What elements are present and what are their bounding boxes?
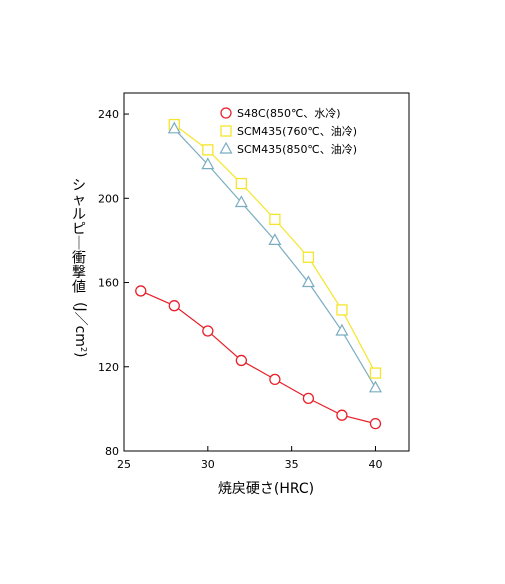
y-tick-label: 80 [105, 445, 119, 458]
x-tick-label: 25 [117, 458, 131, 471]
data-point-series-0 [235, 354, 248, 367]
data-point-series-0 [202, 325, 214, 337]
y-tick-label: 240 [98, 108, 119, 121]
svg-text:(J／cm2): (J／cm2) [72, 302, 88, 358]
data-point-series-2 [167, 121, 181, 134]
legend-marker-0 [220, 107, 232, 119]
x-tick-label: 40 [368, 458, 382, 471]
legend-marker-1 [220, 125, 232, 137]
data-point-series-1 [336, 304, 348, 316]
data-point-series-2 [368, 380, 382, 393]
data-point-series-0 [369, 417, 382, 430]
legend-marker-2 [219, 141, 233, 154]
data-point-series-1 [202, 144, 214, 156]
data-point-series-1 [369, 367, 382, 379]
x-tick-label: 35 [285, 458, 299, 471]
plot-frame [123, 92, 410, 452]
data-point-series-0 [336, 409, 348, 421]
x-tick-label: 30 [201, 458, 215, 471]
data-point-series-2 [335, 323, 349, 336]
data-point-series-0 [168, 300, 180, 312]
data-point-series-2 [234, 195, 248, 208]
data-point-series-1 [235, 177, 248, 190]
data-point-series-2 [201, 157, 215, 170]
data-point-series-1 [302, 251, 315, 263]
y-axis-title: シャルピ｜衝撃値 (J／cm2) [72, 178, 88, 358]
y-tick-label: 120 [98, 361, 119, 374]
data-point-series-1 [269, 213, 281, 226]
y-tick-label: 160 [98, 277, 119, 290]
data-point-series-2 [301, 275, 315, 288]
x-axis-title: 焼戻硬さ(HRC) [218, 481, 314, 497]
data-point-series-2 [268, 233, 282, 246]
data-point-series-0 [135, 285, 147, 297]
y-axis-unit: (J／cm2) [72, 302, 88, 358]
data-point-series-0 [269, 373, 281, 386]
legend-label-1: SCM435(760℃、油冷) [237, 124, 357, 138]
y-axis-title-main: シャルピ｜衝撃値 [72, 178, 86, 296]
y-tick-label: 200 [98, 192, 119, 205]
data-point-series-0 [302, 392, 315, 405]
legend-label-0: S48C(850℃、水冷) [237, 107, 341, 120]
series-line-0 [140, 290, 376, 425]
legend-label-2: SCM435(850℃、油冷) [237, 142, 357, 156]
